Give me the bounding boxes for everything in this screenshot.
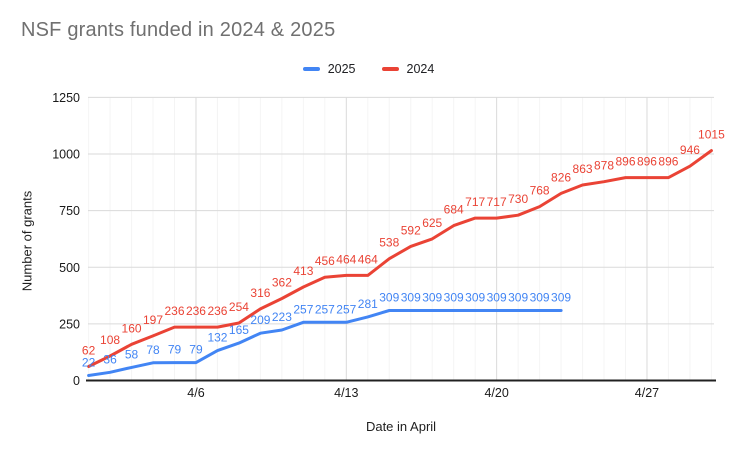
data-label-2024: 768: [530, 184, 550, 198]
chart-title: NSF grants funded in 2024 & 2025: [21, 19, 336, 41]
data-label-2025: 36: [103, 352, 117, 366]
data-label-2024: 236: [207, 304, 227, 318]
data-label-2024: 684: [444, 203, 464, 217]
data-label-2025: 309: [422, 291, 442, 305]
data-label-2025: 22: [82, 356, 96, 370]
data-label-2024: 413: [293, 264, 313, 278]
data-label-2024: 826: [551, 170, 571, 184]
y-tick-label: 0: [73, 374, 80, 388]
legend-label-2024: 2024: [406, 61, 435, 76]
data-label-2025: 223: [272, 310, 292, 324]
data-label-2025: 257: [315, 302, 335, 316]
y-tick-label: 1000: [52, 148, 80, 162]
data-label-2025: 309: [530, 291, 550, 305]
data-label-2024: 592: [401, 223, 421, 237]
y-tick-label: 250: [59, 317, 80, 331]
data-label-2024: 362: [272, 276, 292, 290]
data-label-2024: 946: [680, 143, 700, 157]
data-label-2025: 309: [508, 291, 528, 305]
data-label-2024: 456: [315, 254, 335, 268]
data-label-2025: 79: [168, 343, 182, 357]
y-tick-label: 500: [59, 261, 80, 275]
data-label-2025: 165: [229, 323, 249, 337]
data-label-2025: 309: [401, 291, 421, 305]
y-axis-title: Number of grants: [19, 190, 35, 292]
data-label-2024: 625: [422, 216, 442, 230]
x-tick-label: 4/27: [635, 386, 659, 400]
data-label-2025: 309: [379, 291, 399, 305]
series-line-2025: [87, 309, 563, 377]
data-label-2024: 236: [164, 304, 184, 318]
data-label-2024: 538: [379, 236, 399, 250]
x-tick-label: 4/20: [484, 386, 508, 400]
data-label-2024: 717: [487, 195, 507, 209]
data-label-2025: 281: [358, 297, 378, 311]
data-label-2024: 160: [122, 321, 142, 335]
data-label-2024: 254: [229, 300, 249, 314]
data-label-2024: 197: [143, 313, 163, 327]
data-label-2025: 79: [189, 343, 203, 357]
x-axis-title: Date in April: [365, 419, 437, 434]
data-label-2024: 896: [637, 155, 657, 169]
data-label-2025: 58: [125, 347, 139, 361]
data-label-2024: 896: [658, 155, 678, 169]
data-label-2025: 309: [487, 291, 507, 305]
data-label-2024: 464: [336, 252, 356, 266]
data-label-2025: 132: [207, 331, 227, 345]
series-line-2024: [87, 149, 713, 368]
data-label-2024: 717: [465, 195, 485, 209]
legend-item-2024[interactable]: 2024: [381, 61, 435, 76]
data-label-2024: 730: [508, 192, 528, 206]
data-label-2025: 309: [465, 291, 485, 305]
x-tick-label: 4/13: [334, 386, 358, 400]
data-label-2025: 309: [444, 291, 464, 305]
x-tick-label: 4/6: [187, 386, 204, 400]
data-label-2024: 62: [82, 343, 96, 357]
data-label-2025: 309: [551, 291, 571, 305]
data-label-2024: 464: [358, 252, 378, 266]
data-label-2025: 78: [146, 343, 160, 357]
data-label-2024: 108: [100, 333, 120, 347]
y-tick-label: 1250: [52, 91, 80, 105]
y-tick-label: 750: [59, 204, 80, 218]
data-label-2024: 896: [615, 155, 635, 169]
data-label-2025: 209: [250, 313, 270, 327]
data-label-2025: 257: [336, 302, 356, 316]
data-label-2025: 257: [293, 302, 313, 316]
data-label-2024: 236: [186, 304, 206, 318]
legend-swatch-2024-icon: [381, 66, 399, 71]
legend-item-2025[interactable]: 2025: [302, 61, 356, 76]
data-label-2024: 863: [573, 162, 593, 176]
data-label-2024: 1015: [698, 128, 725, 142]
data-label-2024: 878: [594, 159, 614, 173]
legend-label-2025: 2025: [327, 61, 356, 76]
data-label-2024: 316: [250, 286, 270, 300]
legend-swatch-2025-icon: [302, 66, 320, 71]
legend: 2025 2024: [0, 61, 737, 76]
